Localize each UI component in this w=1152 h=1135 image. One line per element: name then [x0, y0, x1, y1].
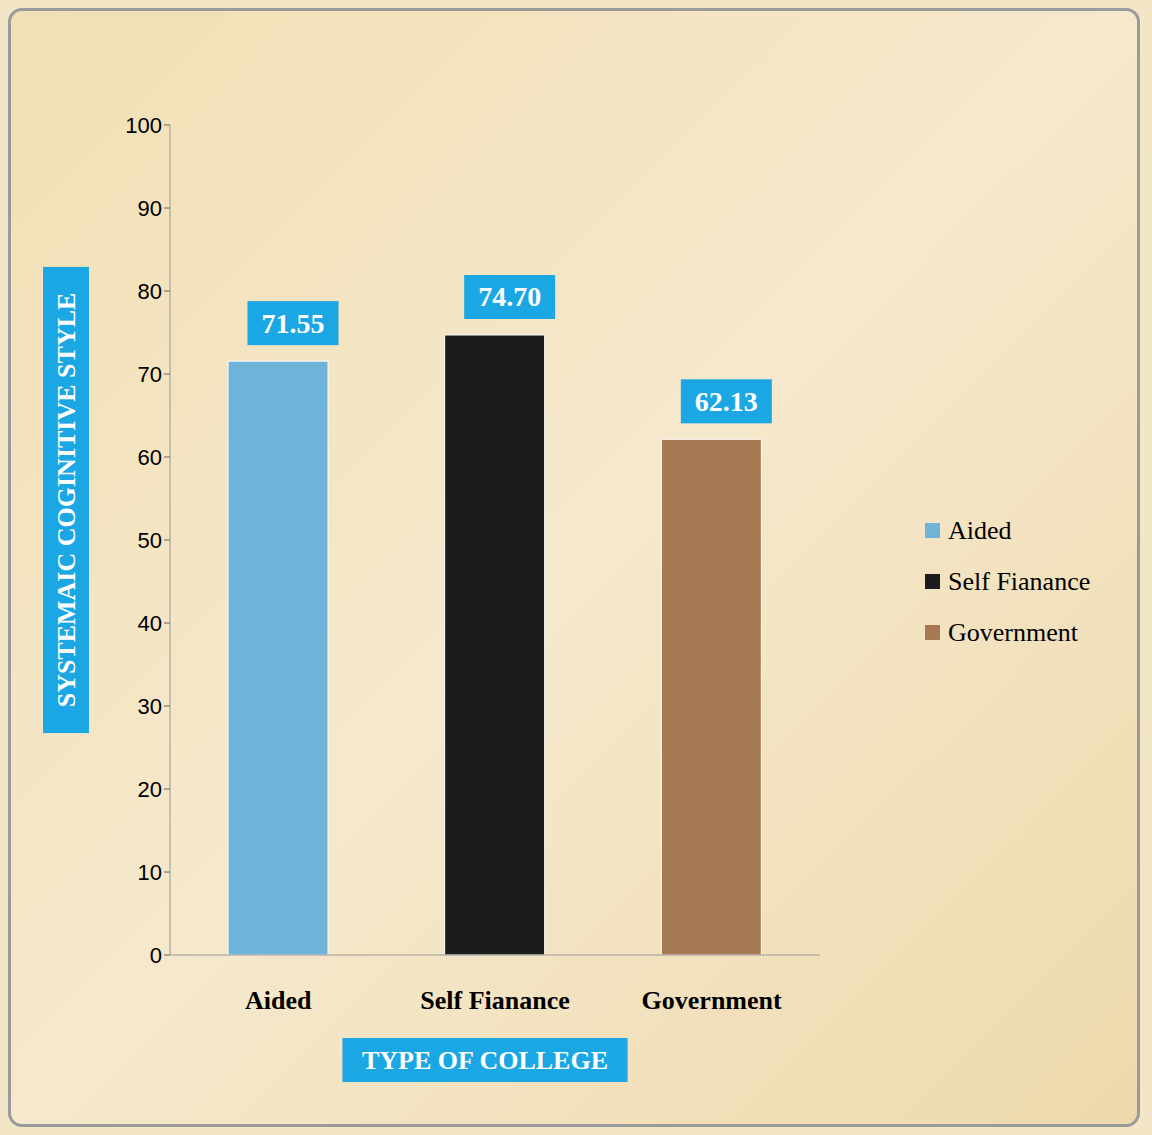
svg-text:TYPE OF COLLEGE: TYPE OF COLLEGE — [362, 1046, 608, 1075]
svg-text:100: 100 — [125, 113, 162, 138]
svg-text:90: 90 — [138, 196, 162, 221]
svg-text:70: 70 — [138, 362, 162, 387]
html-text:Aided: Aided — [948, 515, 1012, 545]
svg-text:62.13: 62.13 — [695, 386, 758, 417]
svg-text:0: 0 — [150, 943, 162, 968]
svg-text:60: 60 — [138, 445, 162, 470]
svg-text:10: 10 — [138, 860, 162, 885]
svg-text:80: 80 — [138, 279, 162, 304]
svg-text:50: 50 — [138, 528, 162, 553]
svg-text:74.70: 74.70 — [478, 281, 541, 312]
svg-text:30: 30 — [138, 694, 162, 719]
svg-text:Government: Government — [642, 986, 782, 1015]
svg-text:20: 20 — [138, 777, 162, 802]
svg-text:Self Fianance: Self Fianance — [420, 986, 570, 1015]
svg-text:Aided: Aided — [245, 986, 312, 1015]
html-text:Government: Government — [948, 617, 1078, 647]
html-text:Self Fianance: Self Fianance — [948, 566, 1091, 596]
svg-text:71.55: 71.55 — [262, 308, 325, 339]
svg-text:SYSTEMAIC COGINITIVE STYLE: SYSTEMAIC COGINITIVE STYLE — [52, 293, 81, 708]
svg-text:40: 40 — [138, 611, 162, 636]
